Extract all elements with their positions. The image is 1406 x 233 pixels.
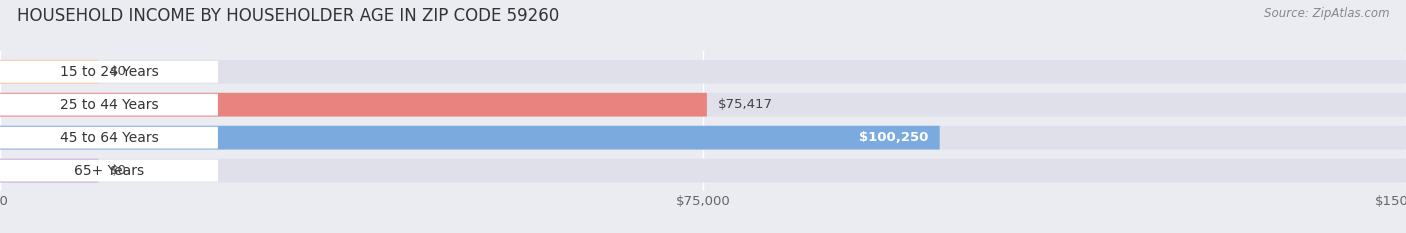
FancyBboxPatch shape [0,160,218,182]
Text: $75,417: $75,417 [718,98,773,111]
FancyBboxPatch shape [0,93,707,116]
Text: $0: $0 [110,164,127,177]
FancyBboxPatch shape [0,60,98,84]
FancyBboxPatch shape [0,159,1406,182]
FancyBboxPatch shape [0,127,218,149]
Text: Source: ZipAtlas.com: Source: ZipAtlas.com [1264,7,1389,20]
Text: $100,250: $100,250 [859,131,928,144]
Text: 65+ Years: 65+ Years [75,164,143,178]
Text: 45 to 64 Years: 45 to 64 Years [59,131,159,145]
FancyBboxPatch shape [0,60,1406,84]
Text: 15 to 24 Years: 15 to 24 Years [59,65,159,79]
Text: $0: $0 [110,65,127,78]
FancyBboxPatch shape [0,61,218,83]
FancyBboxPatch shape [0,159,98,182]
FancyBboxPatch shape [0,93,1406,116]
FancyBboxPatch shape [0,126,939,150]
FancyBboxPatch shape [0,94,218,116]
Text: 25 to 44 Years: 25 to 44 Years [59,98,159,112]
FancyBboxPatch shape [0,126,1406,150]
Text: HOUSEHOLD INCOME BY HOUSEHOLDER AGE IN ZIP CODE 59260: HOUSEHOLD INCOME BY HOUSEHOLDER AGE IN Z… [17,7,560,25]
